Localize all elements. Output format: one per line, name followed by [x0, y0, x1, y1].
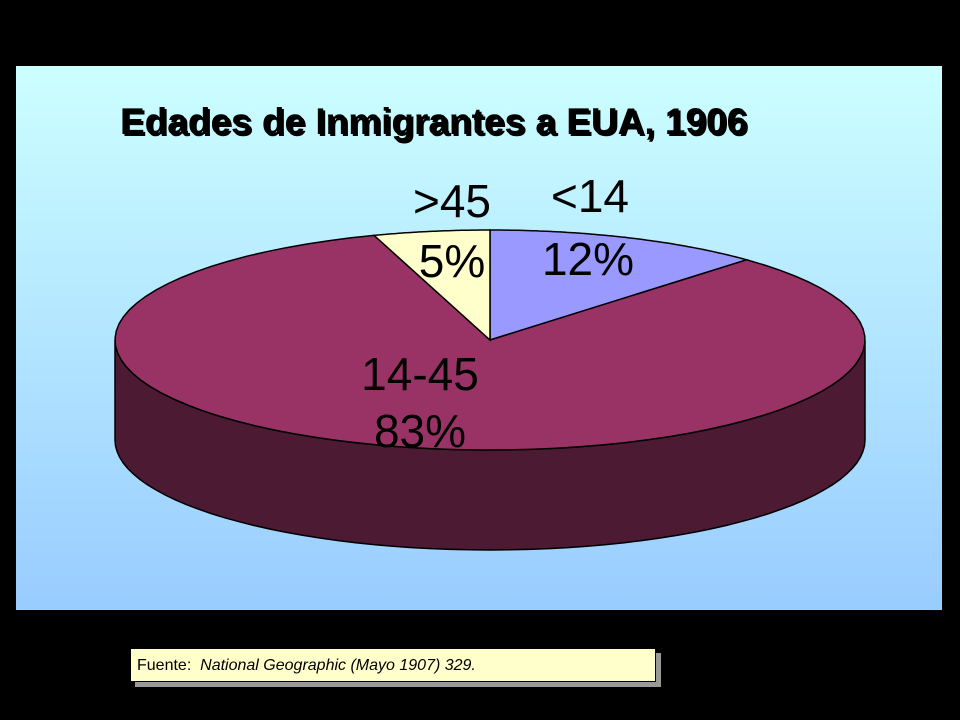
pie-slice — [372, 229, 491, 342]
pie-slice — [114, 234, 866, 451]
category-label: 14-45 — [361, 348, 479, 400]
value-label: 5% — [419, 235, 485, 287]
value-label: 83% — [374, 405, 466, 457]
chart-title-shadow: Edades de Inmigrantes a EUA, 1906 — [122, 103, 749, 144]
value-label: 12% — [542, 233, 634, 285]
chart-title: Edades de Inmigrantes a EUA, 1906 — [120, 101, 747, 142]
source-box: Fuente: National Geographic (Mayo 1907) … — [130, 648, 656, 682]
pie-slice — [489, 229, 750, 342]
category-label: <14 — [551, 170, 629, 222]
source-text: National Geographic (Mayo 1907) 329. — [200, 657, 476, 674]
source-label: Fuente: — [137, 657, 192, 674]
category-label: >45 — [413, 175, 491, 227]
